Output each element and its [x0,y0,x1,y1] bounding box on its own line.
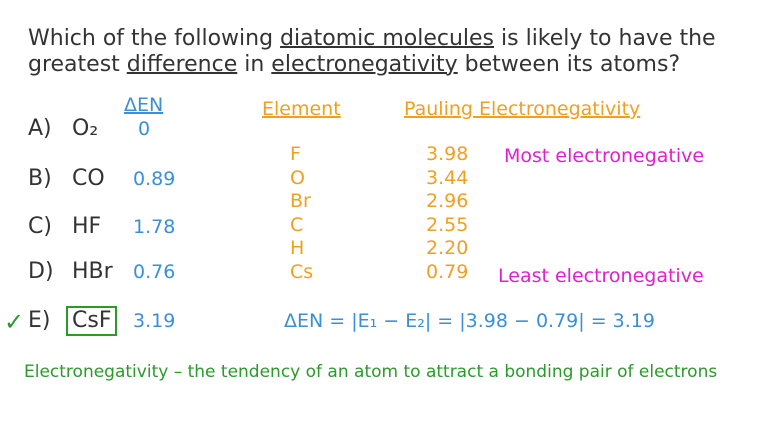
question-text: is likely to have the [494,26,716,51]
question-text: electronegativity [271,52,458,77]
electronegativity: 2.55 [426,213,469,236]
most-note: Most electronegative [504,145,705,167]
option-formula: HBr [72,259,113,284]
option-den: 0 [138,118,151,140]
electronegativity: 2.20 [426,237,469,259]
electronegativity: 2.96 [426,190,469,212]
formula: ΔEN = |E₁ − E₂| = |3.98 − 0.79| = 3.19 [284,310,655,332]
option-letter: C) [28,214,52,239]
option-letter: D) [28,259,54,284]
option-den: 0.76 [133,261,176,283]
option-letter: B) [28,166,52,191]
element-symbol: C [290,213,304,236]
element-symbol: Br [290,190,311,212]
element-header: Element [262,98,341,120]
least-note: Least electronegative [498,265,704,287]
question-line: greatest difference in electronegativity… [28,54,680,76]
check-mark: ✓ [4,308,25,336]
element-symbol: F [290,143,301,165]
element-symbol: O [290,166,305,189]
question-text: Which of the following [28,26,281,51]
option-formula: O₂ [72,116,99,141]
option-formula: CO [72,166,105,191]
question-line: Which of the following diatomic molecule… [28,28,716,50]
question-text: in [237,52,272,77]
option-letter: E) [28,308,51,333]
question-text: between its atoms? [457,52,681,77]
definition: Electronegativity – the tendency of an a… [24,362,718,382]
element-symbol: H [290,237,305,259]
den-header: ΔEN [124,94,164,116]
question-text: diatomic molecules [280,26,495,51]
electronegativity: 3.44 [426,166,469,189]
question-text: difference [126,52,238,77]
option-letter: A) [28,116,52,141]
option-den: 0.89 [133,168,176,190]
electronegativity: 0.79 [426,260,469,283]
element-symbol: Cs [290,260,314,283]
option-formula: CsF [66,306,118,336]
pauling-header: Pauling Electronegativity [404,98,641,120]
option-den: 3.19 [133,310,176,332]
option-den: 1.78 [133,216,176,238]
option-formula: HF [72,214,102,239]
question-text: greatest [28,52,127,77]
electronegativity: 3.98 [426,143,469,165]
